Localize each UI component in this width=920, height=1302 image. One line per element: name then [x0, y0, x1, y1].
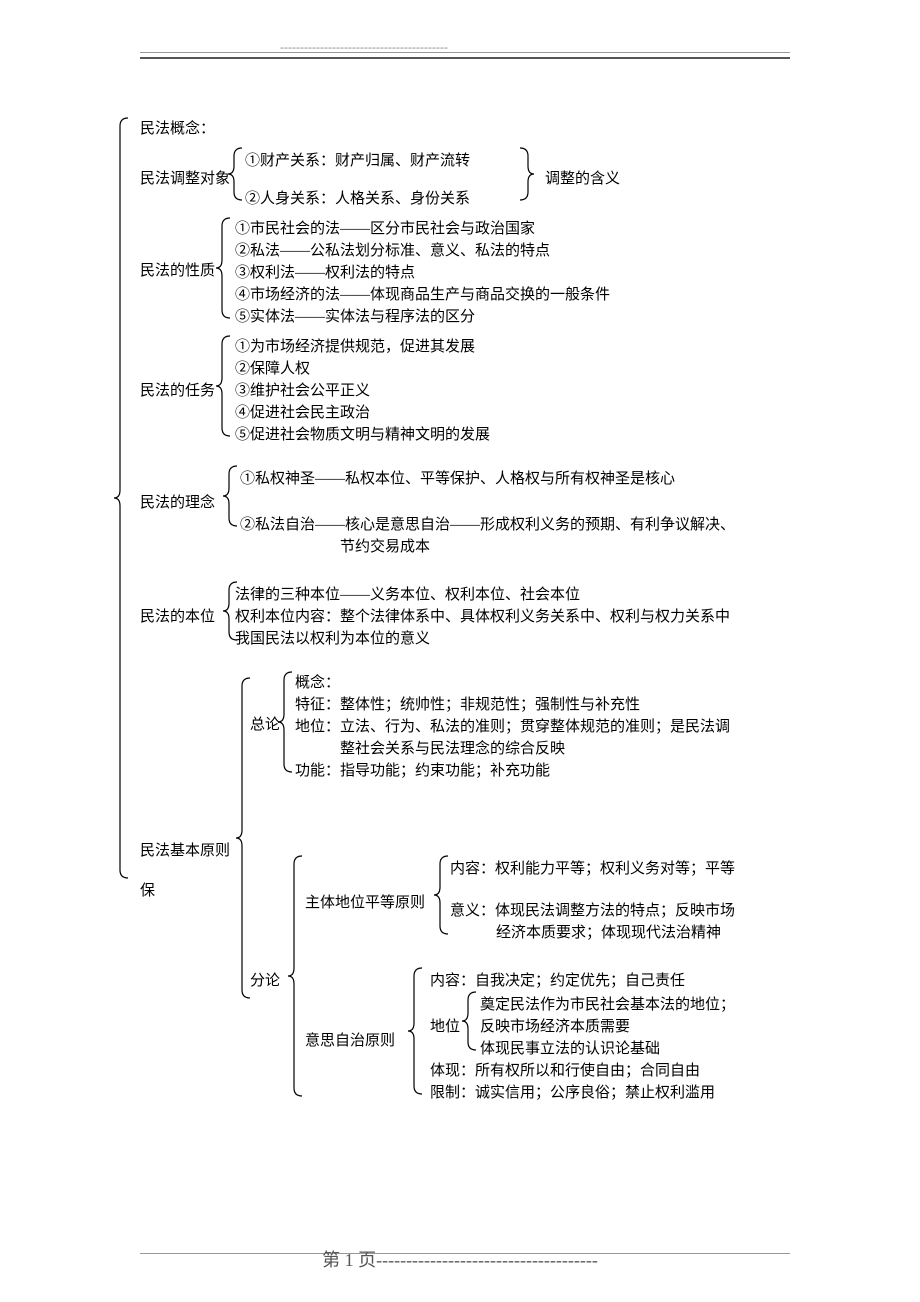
node-n7ta: 概念： — [295, 672, 340, 695]
node-n7tb: 特征：整体性；统帅性；非规范性；强制性与补充性 — [295, 694, 640, 717]
brace-b7f2b — [466, 992, 482, 1050]
brace-b7f — [292, 856, 308, 1096]
node-n7f2c: 体现：所有权所以和行使自由；合同自由 — [430, 1060, 700, 1083]
node-n3: 民法的性质 — [140, 260, 215, 283]
node-n7f2d: 限制：诚实信用；公序良俗；禁止权利滥用 — [430, 1082, 715, 1105]
node-n7td: 功能：指导功能；约束功能；补充功能 — [295, 760, 550, 783]
brace-b7t — [282, 672, 298, 772]
node-n5b2: 节约交易成本 — [340, 536, 430, 559]
footer-text: 第 1 页-----------------------------------… — [0, 1246, 920, 1272]
brace-b_root — [118, 118, 134, 878]
header-rule — [140, 52, 790, 59]
node-n4: 民法的任务 — [140, 380, 215, 403]
node-n6c: 我国民法以权利为本位的意义 — [235, 628, 430, 651]
node-n3d: ④市场经济的法——体现商品生产与商品交换的一般条件 — [235, 284, 610, 307]
node-n7: 民法基本原则 — [140, 840, 230, 863]
node-n4d: ④促进社会民主政治 — [235, 402, 370, 425]
node-n4a: ①为市场经济提供规范，促进其发展 — [235, 336, 475, 359]
brace-b4 — [220, 336, 236, 436]
node-n3e: ⑤实体法——实体法与程序法的区分 — [235, 306, 475, 329]
node-n6a: 法律的三种本位——义务本位、权利本位、社会本位 — [235, 584, 580, 607]
node-n3b: ②私法——公私法划分标准、意义、私法的特点 — [235, 240, 550, 263]
node-n4e: ⑤促进社会物质文明与精神文明的发展 — [235, 424, 490, 447]
page: ----------------------------------------… — [0, 0, 920, 1302]
node-n7f2b1: 奠定民法作为市民社会基本法的地位； — [480, 994, 735, 1017]
node-n5a: ①私权神圣——私权本位、平等保护、人格权与所有权神圣是核心 — [240, 468, 675, 491]
node-n2a: ①财产关系：财产归属、财产流转 — [245, 150, 470, 173]
brace-b3 — [220, 218, 236, 318]
footer-dashes: ------------------------------------- — [376, 1250, 598, 1270]
node-n3a: ①市民社会的法——区分市民社会与政治国家 — [235, 218, 535, 241]
brace-b2 — [232, 148, 248, 200]
brace-b6 — [227, 582, 243, 640]
node-n5: 民法的理念 — [140, 492, 215, 515]
node-n7x: 保 — [140, 880, 155, 903]
node-n2b: ②人身关系：人格关系、身份关系 — [245, 188, 470, 211]
brace-b7f2 — [412, 968, 428, 1094]
node-n4b: ②保障人权 — [235, 358, 310, 381]
brace-b7 — [240, 678, 256, 998]
node-n2: 民法调整对象 — [140, 168, 230, 191]
node-n1: 民法概念： — [140, 118, 215, 141]
node-n7f1b2: 经济本质要求；体现现代法治精神 — [496, 922, 721, 945]
node-n7f1b: 意义：体现民法调整方法的特点；反映市场 — [450, 900, 735, 923]
footer-page-label: 第 1 页 — [322, 1250, 376, 1270]
brace-b2r — [520, 148, 536, 200]
node-n3c: ③权利法——权利法的特点 — [235, 262, 415, 285]
brace-b5 — [227, 466, 243, 526]
node-n7f2a: 内容：自我决定；约定优先；自己责任 — [430, 970, 685, 993]
brace-b7f1 — [438, 856, 454, 934]
node-n7f1: 主体地位平等原则 — [305, 892, 425, 915]
node-n7f2b3: 体现民事立法的认识论基础 — [480, 1038, 660, 1061]
node-n6b: 权利本位内容：整个法律体系中、具体权利义务关系中、权利与权力关系中 — [235, 606, 730, 629]
node-n5b: ②私法自治——核心是意思自治——形成权利义务的预期、有利争议解决、 — [240, 514, 735, 537]
node-n7tc: 地位：立法、行为、私法的准则；贯穿整体规范的准则；是民法调 — [295, 716, 730, 739]
node-n2c: 调整的含义 — [545, 168, 620, 191]
node-n7f2bL: 地位 — [430, 1016, 460, 1039]
node-n7tc2: 整社会关系与民法理念的综合反映 — [340, 738, 565, 761]
node-n4c: ③维护社会公平正义 — [235, 380, 370, 403]
node-n6: 民法的本位 — [140, 606, 215, 629]
node-n7f1a: 内容：权利能力平等；权利义务对等；平等 — [450, 858, 735, 881]
node-n7f2: 意思自治原则 — [305, 1030, 395, 1053]
node-n7f2b2: 反映市场经济本质需要 — [480, 1016, 630, 1039]
